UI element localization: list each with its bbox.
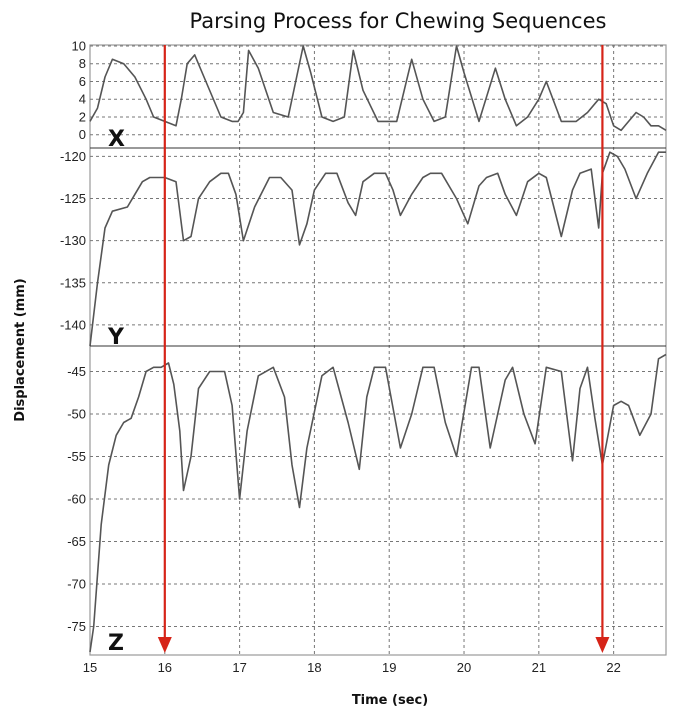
x-tick-label: 15 (83, 660, 97, 675)
y-tick-label: -125 (60, 191, 86, 206)
panel-z: -45 -50 -55 -60 -65 -70 -75 Z (67, 345, 667, 656)
grid (90, 45, 666, 655)
x-axis-ticks: 15 16 17 18 19 20 21 22 (83, 660, 621, 675)
y-tick-label: -130 (60, 233, 86, 248)
y-tick-label: 6 (79, 74, 86, 89)
y-tick-label: 2 (79, 109, 86, 124)
panel-label-z: Z (108, 631, 124, 656)
y-tick-label: -135 (60, 275, 86, 290)
y-tick-label: -55 (67, 449, 86, 464)
x-tick-label: 20 (457, 660, 471, 675)
y-tick-label: -65 (67, 534, 86, 549)
y-tick-label: -120 (60, 149, 86, 164)
chart-title: Parsing Process for Chewing Sequences (190, 9, 607, 33)
x-tick-label: 22 (606, 660, 620, 675)
x-tick-label: 19 (382, 660, 396, 675)
trace-y (89, 151, 666, 347)
y-tick-label: -70 (67, 577, 86, 592)
y-tick-label: -45 (67, 364, 86, 379)
y-tick-label: 0 (79, 127, 86, 142)
parse-marker-arrowhead (157, 637, 172, 653)
y-tick-label: 8 (79, 56, 86, 71)
parse-markers (157, 45, 610, 653)
panels: 10 8 6 4 2 0 X -120 -125 -130 -135 -140 Y -45 -50 -55 -6… (60, 39, 667, 656)
panel-label-x: X (108, 127, 125, 152)
trace-x (89, 45, 667, 132)
y-tick-label: 4 (79, 92, 86, 107)
y-tick-label: -140 (60, 317, 86, 332)
y-tick-label: 10 (72, 39, 86, 54)
trace-z (89, 353, 667, 653)
y-tick-label: -50 (67, 407, 86, 422)
x-axis-label: Time (sec) (352, 693, 428, 708)
x-tick-label: 16 (158, 660, 172, 675)
y-axis-label: Displacement (mm) (13, 278, 28, 421)
plot-frame (89, 44, 667, 656)
parse-marker-arrowhead (595, 637, 610, 653)
panel-y: -120 -125 -130 -135 -140 Y (60, 147, 666, 350)
x-tick-label: 21 (532, 660, 546, 675)
x-tick-label: 18 (307, 660, 321, 675)
panel-x: 10 8 6 4 2 0 X (72, 39, 667, 152)
y-tick-label: -75 (67, 619, 86, 634)
x-tick-label: 17 (232, 660, 246, 675)
panel-label-y: Y (107, 325, 125, 350)
y-tick-label: -60 (67, 492, 86, 507)
